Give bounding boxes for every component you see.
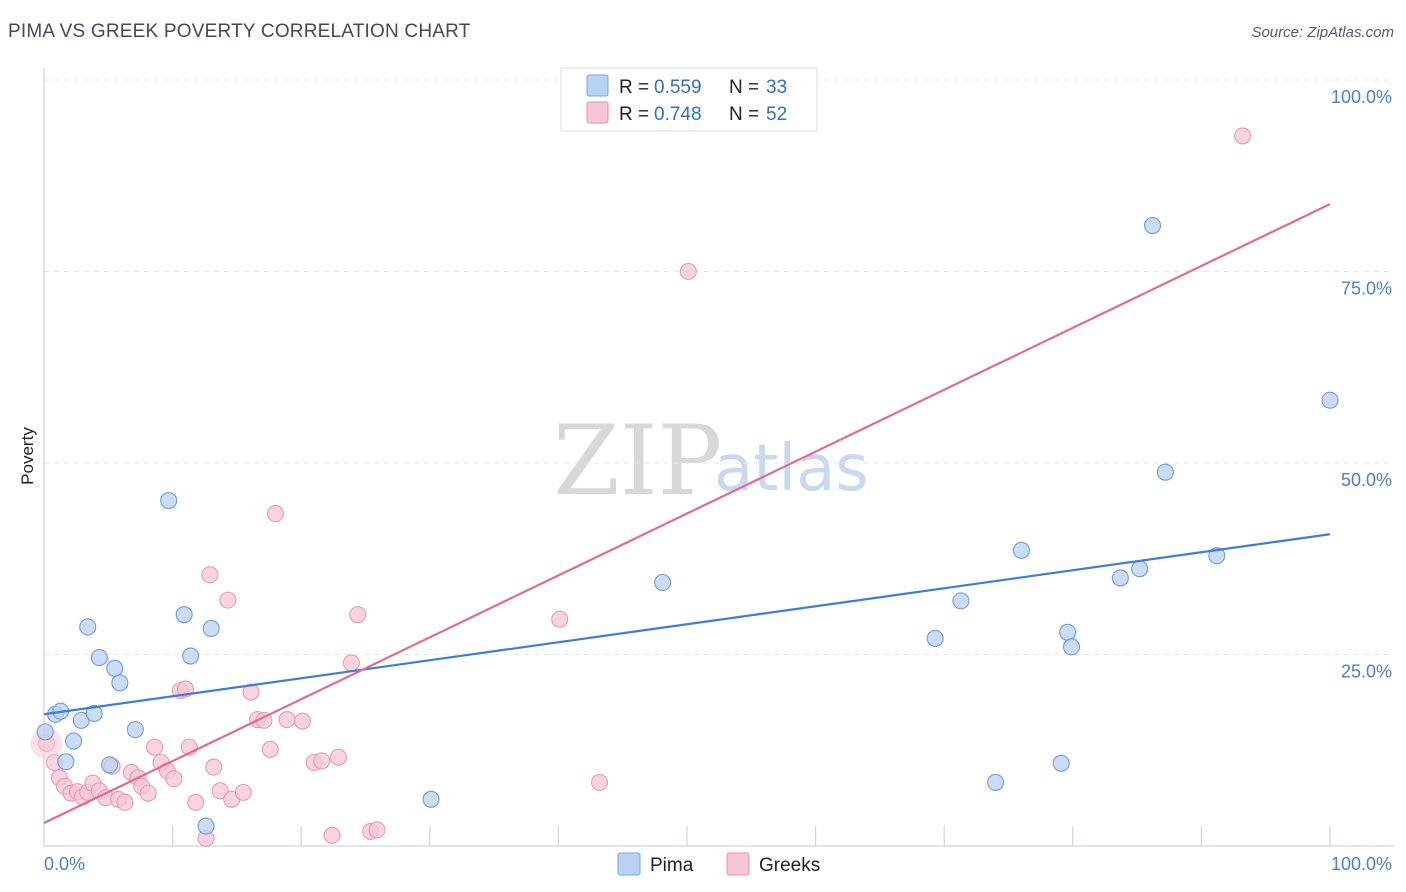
legend-r-value-greeks: 0.748 <box>654 104 702 125</box>
greeks-trend-line <box>43 203 1331 825</box>
greeks-point-50 <box>679 262 697 281</box>
greeks-point-25 <box>187 793 205 811</box>
pima-point-16 <box>197 817 215 835</box>
x-axis-ticks <box>172 826 1331 846</box>
legend-swatch-greeks <box>586 101 609 124</box>
pima-point-25 <box>1059 623 1077 641</box>
watermark-atlas: atlas <box>714 432 869 506</box>
greeks-point-17 <box>139 784 157 802</box>
greeks-point-42 <box>323 826 341 844</box>
pima-point-9 <box>101 756 119 774</box>
pima-point-6 <box>79 618 97 636</box>
greeks-point-38 <box>278 711 296 729</box>
x-tick-label-min: 0.0% <box>44 854 85 874</box>
pima-point-18 <box>422 790 440 808</box>
legend-n-value-pima: 33 <box>766 77 787 98</box>
greeks-point-37 <box>266 505 285 523</box>
pima-point-24 <box>1052 754 1070 772</box>
y-tick-label-2: 75.0% <box>1341 279 1392 299</box>
pima-point-17 <box>202 619 220 638</box>
legend-n-label-pima: N = <box>729 77 759 98</box>
bottom-legend-label-pima: Pima <box>650 855 694 876</box>
greeks-point-36 <box>261 740 279 759</box>
pima-point-22 <box>987 773 1005 791</box>
y-tick-label-1: 50.0% <box>1341 470 1392 490</box>
source-label: Source: ZipAtlas.com <box>1251 24 1394 41</box>
series-legend: Pima Greeks <box>617 852 820 876</box>
legend-r-value-pima: 0.559 <box>654 77 702 98</box>
greeks-point-51 <box>1234 127 1252 145</box>
pima-point-4 <box>65 732 83 750</box>
pima-point-20 <box>926 629 944 647</box>
pima-point-27 <box>1111 569 1129 587</box>
pima-point-23 <box>1012 541 1030 559</box>
pima-point-10 <box>106 659 124 677</box>
pima-point-11 <box>111 674 129 692</box>
pima-point-13 <box>160 491 178 510</box>
pima-trend-line <box>43 533 1331 716</box>
greeks-point-41 <box>313 752 331 770</box>
legend-n-value-greeks: 52 <box>766 104 787 125</box>
greeks-points <box>30 127 1252 847</box>
y-tick-label-0: 25.0% <box>1341 662 1392 682</box>
greeks-point-27 <box>201 566 219 584</box>
pima-point-26 <box>1062 638 1081 656</box>
bottom-legend-swatch-pima <box>617 852 641 876</box>
pima-points <box>36 216 1339 835</box>
greeks-point-30 <box>219 591 237 609</box>
correlation-legend: R = 0.559 N = 33 R = 0.748 N = 52 <box>560 67 818 132</box>
pima-point-28 <box>1131 560 1149 578</box>
pima-point-15 <box>182 647 200 665</box>
legend-swatch-pima <box>586 74 609 97</box>
greeks-point-39 <box>293 712 312 730</box>
greeks-point-32 <box>234 783 252 801</box>
greeks-point-21 <box>165 770 183 788</box>
y-axis-label: Poverty <box>18 427 37 485</box>
gridlines <box>44 79 1394 655</box>
bottom-legend-swatch-greeks <box>726 852 750 876</box>
pima-point-8 <box>90 649 108 667</box>
pima-point-19 <box>654 573 672 592</box>
greeks-point-28 <box>205 758 223 776</box>
greeks-point-44 <box>342 654 360 672</box>
greeks-point-18 <box>146 738 164 756</box>
greeks-point-13 <box>116 793 134 811</box>
pima-point-29 <box>1143 216 1162 235</box>
legend-r-label-greeks: R = <box>619 104 649 125</box>
pima-point-12 <box>126 721 144 739</box>
greeks-point-49 <box>591 773 609 791</box>
pima-point-7 <box>85 704 103 723</box>
y-tick-labels: 25.0% 50.0% 75.0% 100.0% <box>1331 87 1392 682</box>
watermark-zip: ZIP <box>553 405 722 517</box>
pima-point-21 <box>952 592 970 610</box>
pima-point-14 <box>175 606 193 624</box>
pima-point-0 <box>36 723 54 741</box>
greeks-point-45 <box>349 606 367 624</box>
pima-point-3 <box>57 753 75 771</box>
pima-point-32 <box>1321 391 1339 409</box>
y-tick-label-3: 100.0% <box>1331 87 1392 107</box>
greeks-point-48 <box>551 610 569 628</box>
legend-r-label-pima: R = <box>619 77 649 98</box>
trend-lines <box>43 203 1331 825</box>
greeks-point-47 <box>368 821 386 839</box>
x-tick-label-max: 100.0% <box>1331 854 1392 874</box>
legend-n-label-greeks: N = <box>729 104 759 125</box>
greeks-point-43 <box>329 748 348 766</box>
chart-title: PIMA VS GREEK POVERTY CORRELATION CHART <box>8 21 471 42</box>
greeks-point-33 <box>242 683 260 701</box>
pima-point-30 <box>1156 463 1174 481</box>
bottom-legend-label-greeks: Greeks <box>759 855 820 876</box>
greeks-point-29 <box>211 782 229 800</box>
